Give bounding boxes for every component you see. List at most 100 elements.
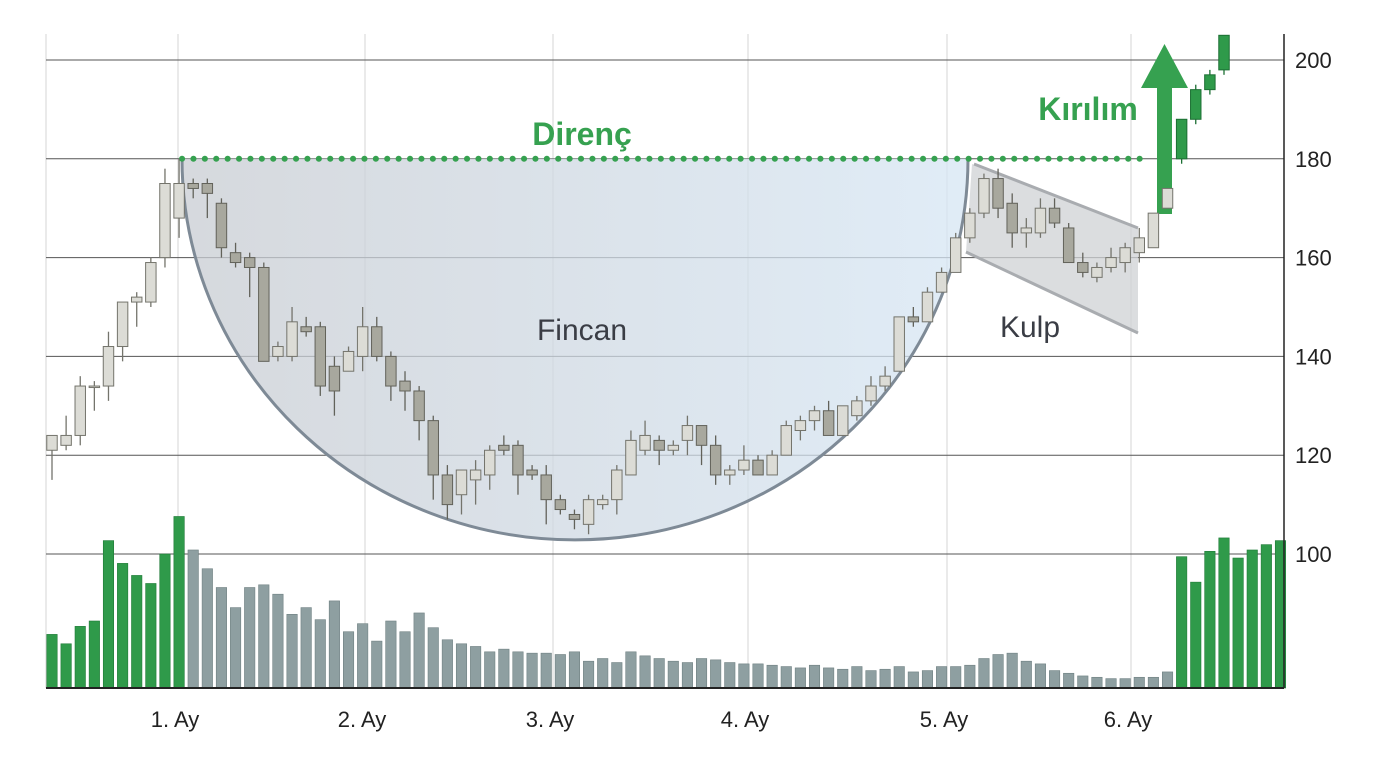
candle-body	[695, 425, 708, 446]
candle	[88, 381, 101, 411]
volume-bar	[583, 660, 595, 689]
candle-body	[1175, 118, 1188, 160]
candle	[1133, 227, 1146, 263]
candle	[342, 346, 355, 372]
volume-bar	[611, 662, 623, 689]
candle-body	[130, 296, 143, 303]
candle-body	[1048, 207, 1061, 224]
x-tick-label: 4. Ay	[721, 707, 770, 732]
candle	[286, 307, 298, 362]
candle-body	[314, 326, 327, 387]
volume-bar	[201, 568, 213, 689]
candle	[653, 435, 665, 466]
volume-bar	[102, 540, 115, 689]
candle	[498, 435, 510, 456]
volume-bar	[1020, 660, 1032, 689]
volume-bar	[215, 587, 227, 689]
candle-body	[1006, 202, 1018, 234]
volume-bar	[131, 575, 143, 689]
candle	[964, 208, 976, 243]
candle	[582, 494, 595, 535]
candle-body	[1077, 262, 1089, 273]
candle-body	[441, 474, 454, 506]
handle-label: Kulp	[1000, 311, 1060, 344]
candle	[596, 494, 609, 510]
candle-body	[413, 390, 425, 422]
candle-body	[1020, 227, 1033, 234]
volume-bar	[145, 583, 157, 689]
volume-bar	[1105, 678, 1117, 689]
volume-bar	[498, 648, 510, 689]
volume-bar	[470, 646, 482, 689]
candle	[201, 178, 214, 219]
candle	[356, 307, 369, 372]
candle	[639, 420, 651, 456]
volume-bar	[159, 553, 171, 689]
candle-body	[865, 385, 877, 402]
volume-bar	[1246, 549, 1258, 689]
volume-bar	[710, 659, 722, 689]
volume-bar	[1204, 551, 1216, 689]
candle-body	[1147, 212, 1160, 249]
volume-bar	[1190, 581, 1202, 689]
candle	[695, 425, 708, 466]
volume-bar	[1232, 557, 1244, 689]
volume-bar	[258, 584, 270, 689]
volume-bar	[639, 655, 651, 689]
candle	[851, 395, 863, 421]
volume-bar	[484, 651, 496, 689]
x-tick-label: 5. Ay	[920, 707, 969, 732]
candle	[1006, 193, 1018, 248]
volume-bar	[117, 563, 129, 689]
candle	[949, 232, 962, 273]
volume-bar	[272, 593, 284, 689]
annotations: Direnç Fincan Kulp Kırılım	[532, 91, 1138, 347]
volume-bar	[992, 654, 1004, 689]
candle	[1077, 252, 1089, 278]
y-tick-label: 160	[1295, 246, 1332, 271]
y-tick-label: 200	[1295, 48, 1332, 73]
candle-body	[935, 271, 948, 293]
candle	[243, 252, 256, 298]
candle	[738, 445, 750, 475]
candle-body	[342, 350, 355, 372]
volume-bar	[766, 664, 778, 689]
volume-bar	[230, 607, 242, 689]
candle	[540, 465, 552, 525]
volume-bar	[851, 666, 863, 689]
candle-body	[949, 237, 962, 273]
candle-body	[752, 459, 764, 476]
candle	[441, 465, 454, 520]
candle-body	[611, 469, 623, 501]
y-tick-label: 120	[1295, 443, 1332, 468]
candle-body	[102, 346, 115, 387]
volume-bar	[780, 666, 792, 689]
pattern-overlays	[179, 44, 1188, 542]
candle-body	[1105, 257, 1117, 268]
candle	[1204, 69, 1216, 95]
candle-body	[992, 178, 1004, 209]
candle	[837, 405, 849, 436]
volume-bar	[385, 620, 397, 689]
volume-bar	[1091, 676, 1103, 689]
candle	[1147, 212, 1160, 249]
candle	[399, 371, 411, 411]
candle-body	[243, 257, 256, 268]
candle	[893, 316, 905, 372]
breakout-label: Kırılım	[1038, 91, 1138, 127]
volume-bar	[1260, 544, 1272, 689]
candle-body	[258, 266, 270, 362]
candle	[1119, 242, 1131, 273]
candle-body	[1034, 207, 1047, 234]
candle	[1105, 247, 1117, 273]
candle	[145, 257, 157, 307]
volume-bar	[343, 631, 355, 689]
candle	[554, 494, 567, 515]
candle-body	[173, 183, 185, 219]
candle-body	[187, 183, 199, 189]
candle-body	[60, 434, 72, 446]
candle	[865, 376, 877, 406]
candle	[1034, 198, 1047, 238]
volume-bar	[554, 654, 566, 689]
handle-channel	[966, 164, 1138, 333]
